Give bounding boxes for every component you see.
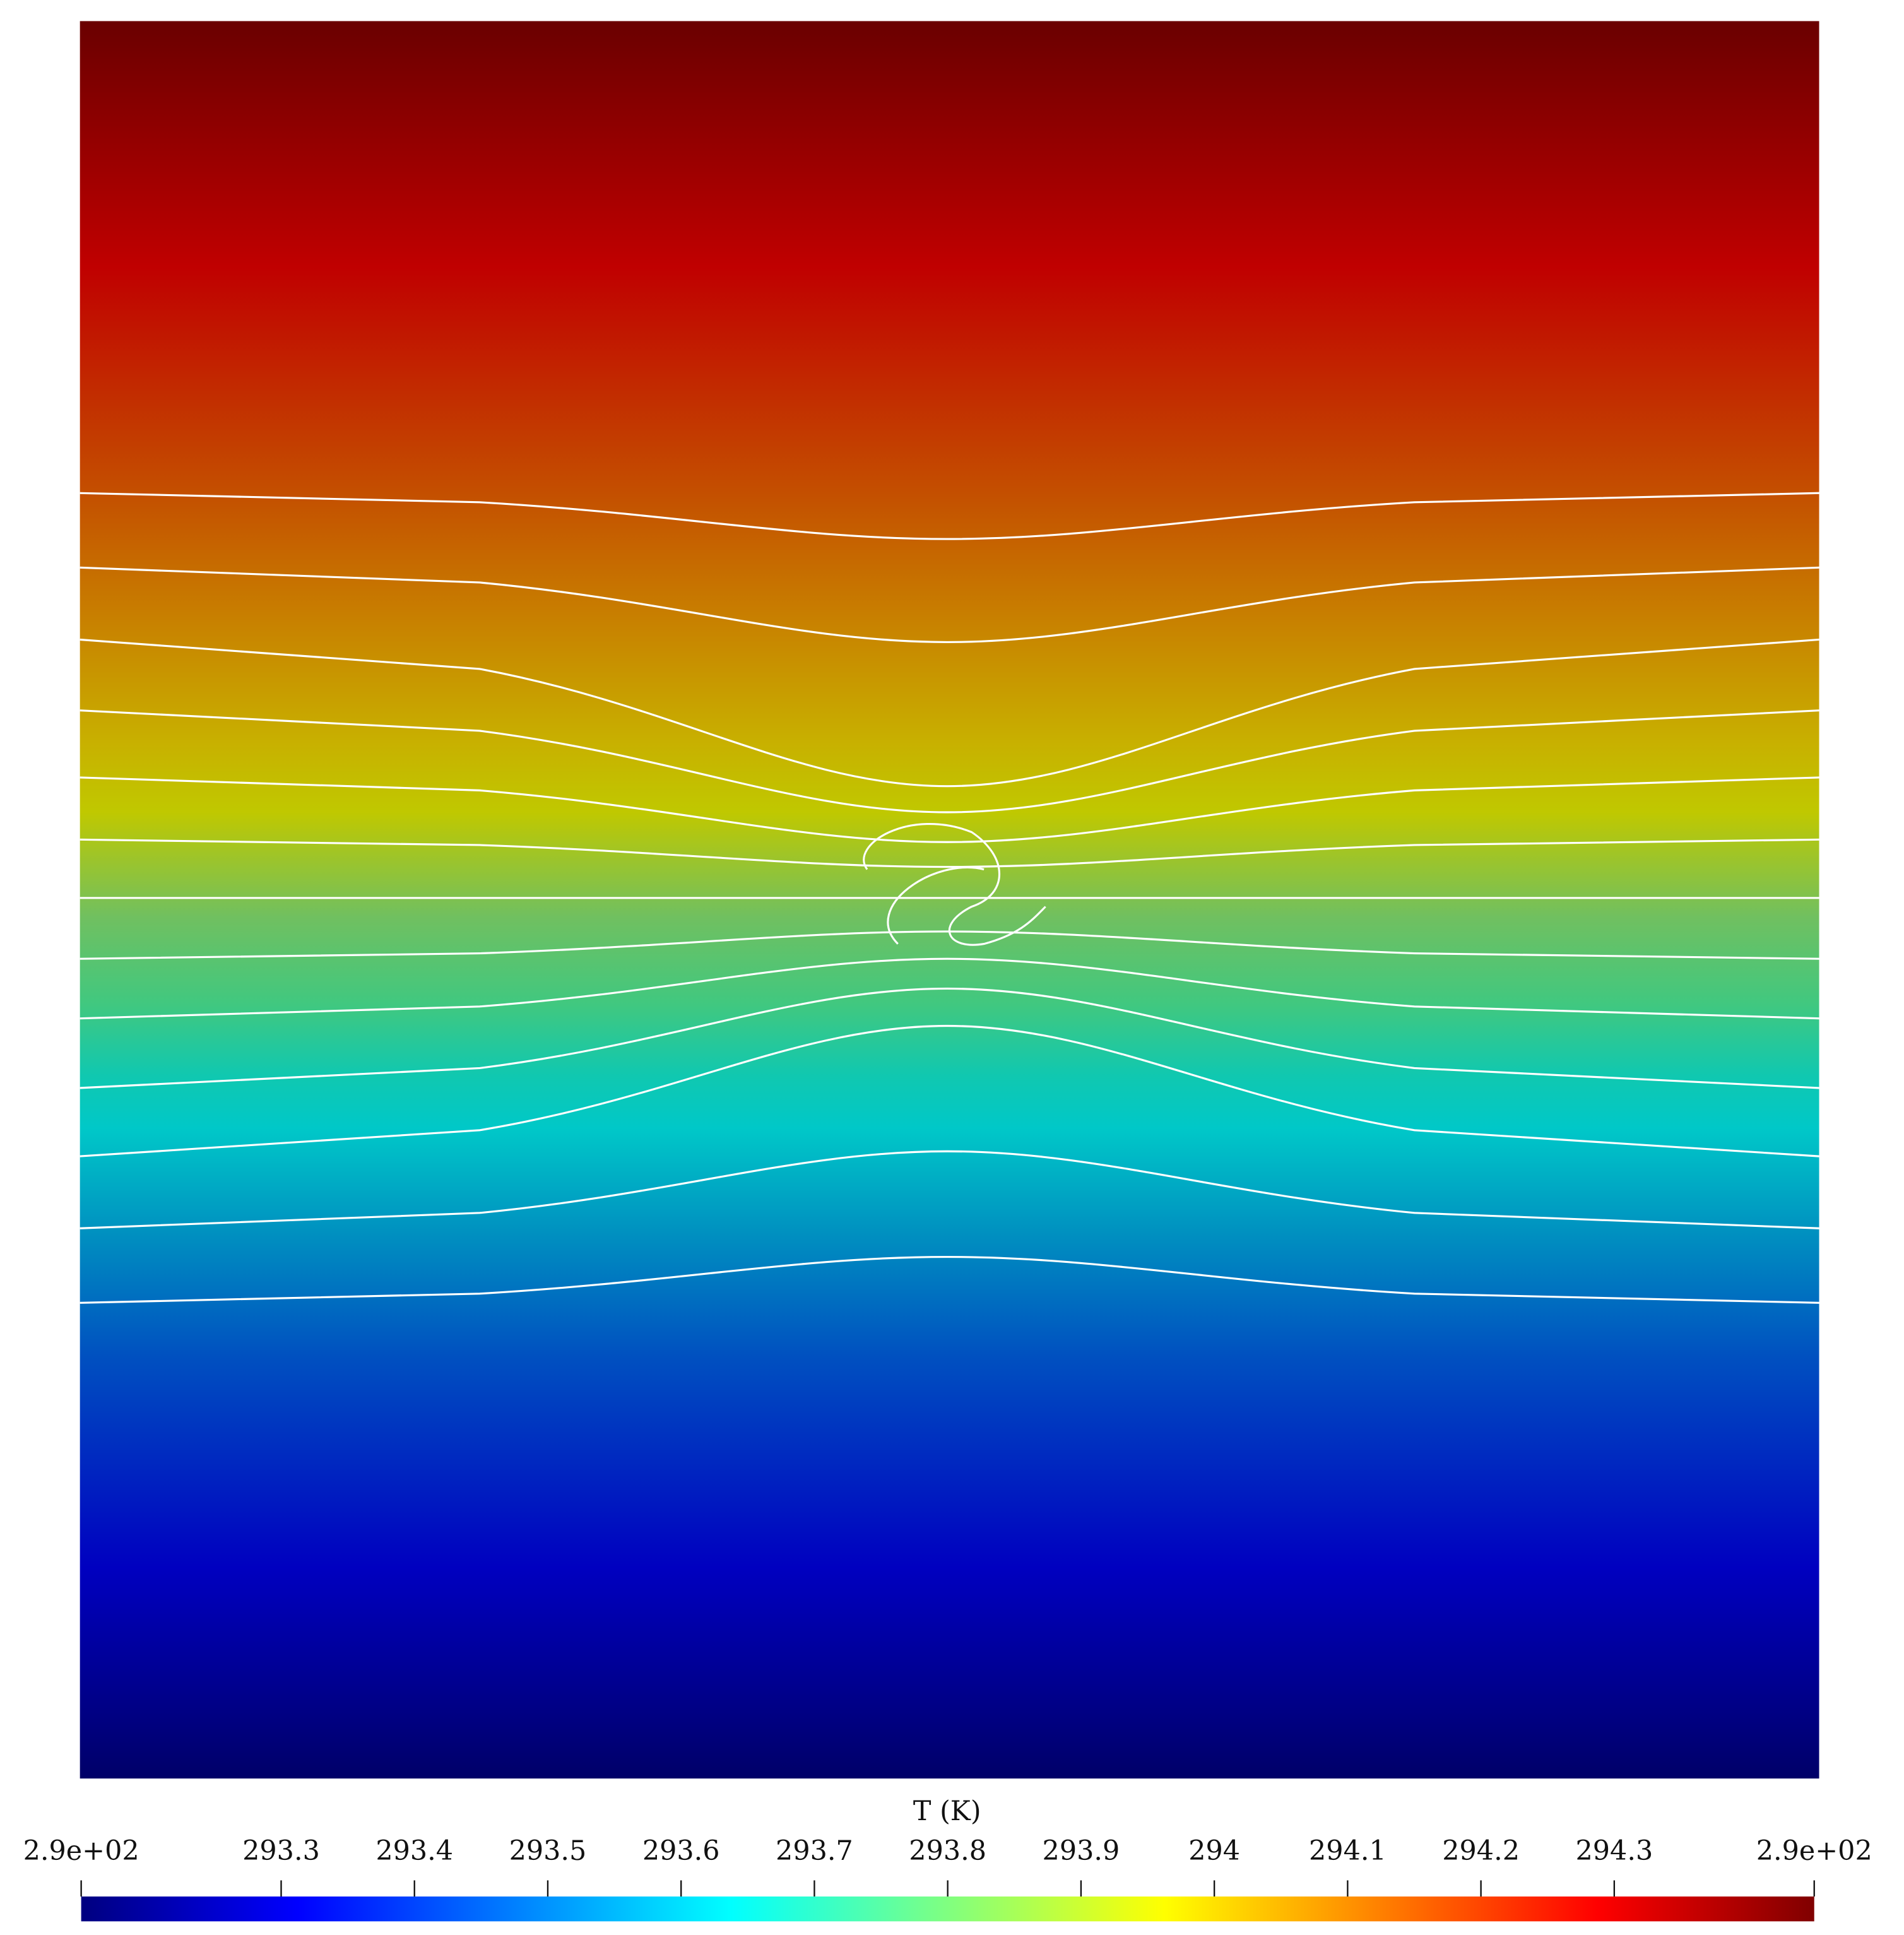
colorbar	[81, 1896, 1814, 1922]
contour-line	[80, 638, 1819, 788]
contour-line	[80, 776, 1819, 843]
contour-line	[80, 709, 1819, 814]
contour-lines	[80, 492, 1819, 1304]
contour-line	[80, 987, 1819, 1089]
contour-swirl	[863, 822, 1046, 946]
tick-label: 293.9	[1043, 1835, 1120, 1867]
tick-label: 2.9e+02	[1756, 1835, 1872, 1867]
tick-label: 294.1	[1309, 1835, 1387, 1867]
contour-line	[80, 930, 1819, 960]
tick-label: 293.4	[375, 1835, 453, 1867]
contour-line	[80, 1024, 1819, 1157]
colorbar-title: T (K)	[913, 1796, 981, 1827]
tick-label: 293.8	[909, 1835, 986, 1867]
tick-label: 293.7	[776, 1835, 853, 1867]
contour-line	[80, 1150, 1819, 1229]
tick-label: 294.3	[1576, 1835, 1653, 1867]
contour-line	[80, 1255, 1819, 1304]
tick-label: 293.5	[509, 1835, 587, 1867]
contour-line	[80, 957, 1819, 1020]
tick-label: 2.9e+02	[23, 1835, 139, 1867]
contour-line	[80, 838, 1819, 868]
contour-line	[80, 566, 1819, 643]
contour-line	[80, 492, 1819, 540]
tick-label: 294.2	[1442, 1835, 1520, 1867]
tick-label: 293.6	[642, 1835, 720, 1867]
temperature-field	[80, 21, 1819, 1779]
tick-label: 294	[1188, 1835, 1240, 1867]
tick-label: 293.3	[242, 1835, 320, 1867]
